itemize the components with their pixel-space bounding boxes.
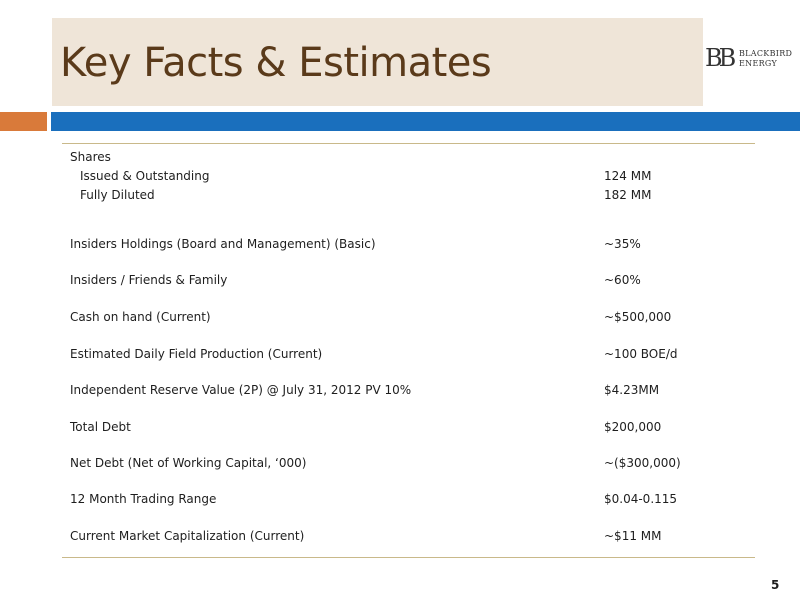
row-label: Independent Reserve Value (2P) @ July 31… bbox=[70, 383, 412, 397]
page-number: 5 bbox=[771, 578, 780, 592]
row-label: Insiders / Friends & Family bbox=[70, 273, 228, 287]
row-value: 124 MM bbox=[604, 169, 652, 183]
row-value: ~35% bbox=[604, 237, 641, 251]
row-value: ~60% bbox=[604, 273, 641, 287]
row-value: 182 MM bbox=[604, 188, 652, 202]
row-value: ~($300,000) bbox=[604, 456, 681, 470]
table-row: Insiders Holdings (Board and Management)… bbox=[70, 235, 750, 253]
row-label: Issued & Outstanding bbox=[80, 169, 210, 183]
row-label: Shares bbox=[70, 150, 111, 164]
slide-title: Key Facts & Estimates bbox=[60, 40, 492, 86]
table-bottom-rule bbox=[62, 557, 755, 558]
row-value: ~$11 MM bbox=[604, 529, 662, 543]
table-row: Issued & Outstanding 124 MM bbox=[70, 167, 750, 185]
company-logo: BB BLACKBIRD ENERGY bbox=[705, 44, 795, 74]
logo-wordmark: BLACKBIRD ENERGY bbox=[739, 49, 792, 69]
row-value: ~100 BOE/d bbox=[604, 347, 678, 361]
accent-bar-blue bbox=[51, 112, 800, 131]
table-row: Independent Reserve Value (2P) @ July 31… bbox=[70, 381, 750, 399]
logo-line-2: ENERGY bbox=[739, 59, 778, 68]
logo-line-1: BLACKBIRD bbox=[739, 49, 793, 58]
table-row: Fully Diluted 182 MM bbox=[70, 186, 750, 204]
title-banner bbox=[52, 18, 703, 106]
table-row: Insiders / Friends & Family ~60% bbox=[70, 271, 750, 289]
table-row: Cash on hand (Current) ~$500,000 bbox=[70, 308, 750, 326]
row-value: $0.04-0.115 bbox=[604, 492, 678, 506]
row-label: Estimated Daily Field Production (Curren… bbox=[70, 347, 323, 361]
row-label: Net Debt (Net of Working Capital, ‘000) bbox=[70, 456, 307, 470]
accent-bar-orange bbox=[0, 112, 47, 131]
table-row: 12 Month Trading Range $0.04-0.115 bbox=[70, 490, 750, 508]
row-value: $200,000 bbox=[604, 420, 662, 434]
row-label: Cash on hand (Current) bbox=[70, 310, 211, 324]
row-label: Fully Diluted bbox=[80, 188, 155, 202]
row-value: $4.23MM bbox=[604, 383, 660, 397]
table-top-rule bbox=[62, 143, 755, 144]
logo-mark: BB bbox=[705, 44, 736, 72]
row-label: 12 Month Trading Range bbox=[70, 492, 217, 506]
table-row: Current Market Capitalization (Current) … bbox=[70, 527, 750, 545]
table-row: Net Debt (Net of Working Capital, ‘000) … bbox=[70, 454, 750, 472]
table-row: Shares bbox=[70, 148, 750, 166]
table-row: Total Debt $200,000 bbox=[70, 418, 750, 436]
row-label: Insiders Holdings (Board and Management)… bbox=[70, 237, 376, 251]
row-value: ~$500,000 bbox=[604, 310, 672, 324]
row-label: Total Debt bbox=[70, 420, 131, 434]
row-label: Current Market Capitalization (Current) bbox=[70, 529, 305, 543]
table-row: Estimated Daily Field Production (Curren… bbox=[70, 345, 750, 363]
